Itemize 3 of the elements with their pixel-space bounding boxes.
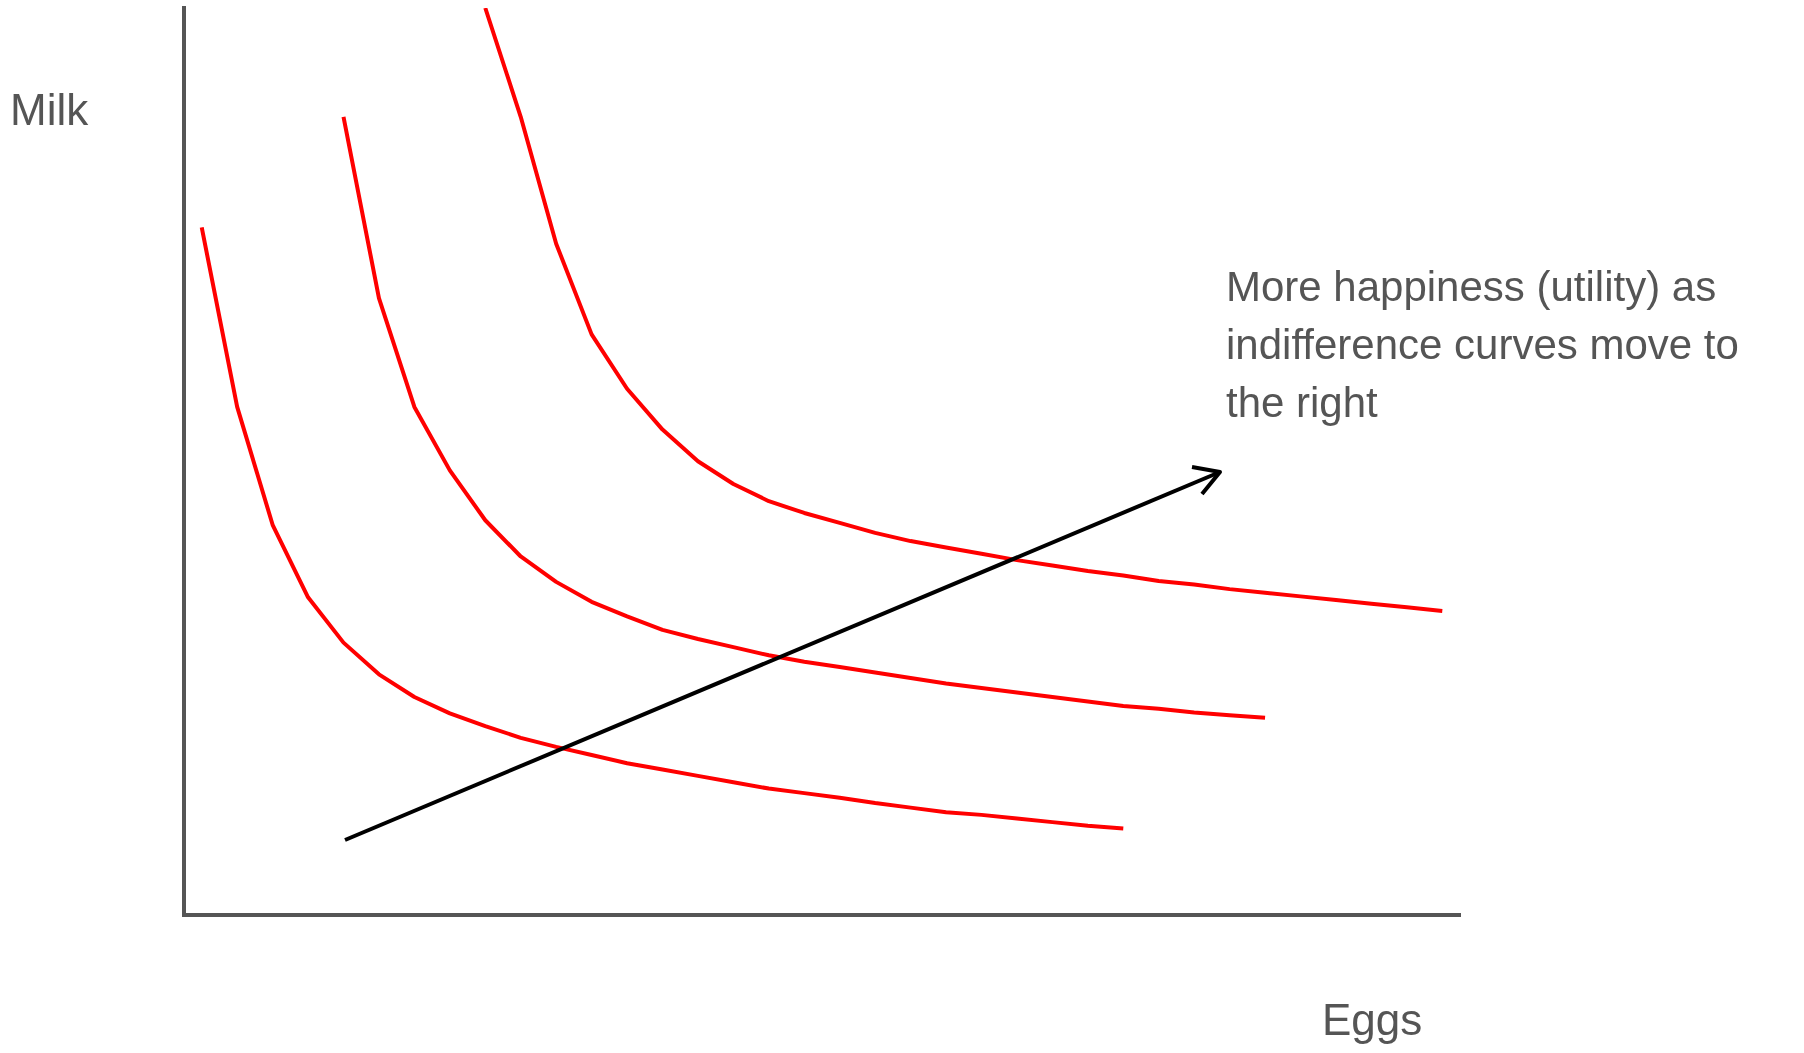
x-axis-title: Eggs bbox=[1322, 995, 1423, 1045]
annotation: More happiness (utility) as indifference curves move to the right bbox=[1226, 262, 1740, 428]
y-axis-title: Milk bbox=[10, 85, 89, 135]
